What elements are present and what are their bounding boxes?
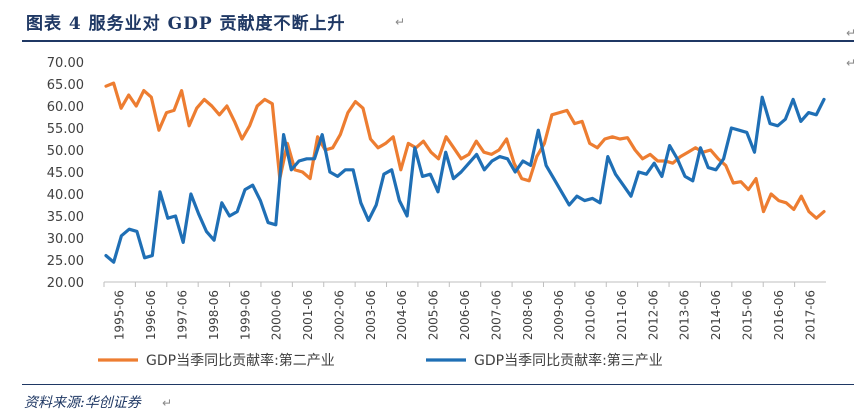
paragraph-mark-icon: ↵ xyxy=(162,396,173,410)
x-tick-label: 2013-06 xyxy=(678,290,692,340)
x-tick-label: 2017-06 xyxy=(803,290,817,340)
x-tick-label: 2007-06 xyxy=(489,290,503,340)
x-tick-label: 2009-06 xyxy=(552,290,566,340)
y-tick-label: 70.00 xyxy=(47,56,84,71)
x-tick-label: 2012-06 xyxy=(646,290,660,340)
title-divider xyxy=(22,40,854,42)
series-line-2 xyxy=(104,95,826,264)
legend-label-2: GDP当季同比贡献率:第三产业 xyxy=(474,352,663,369)
x-tick-label: 1996-06 xyxy=(144,290,158,340)
x-tick-label: 2005-06 xyxy=(427,290,441,340)
x-tick-label: 2008-06 xyxy=(521,290,535,340)
line-chart: 70.00 65.00 60.00 55.00 50.00 45.00 40.00 35.00… xyxy=(47,56,826,369)
figure-title: 图表 4 服务业对 GDP 贡献度不断上升 xyxy=(26,14,346,34)
series-line-1 xyxy=(104,81,826,220)
x-tick-label: 2010-06 xyxy=(584,290,598,340)
paragraph-mark-icon: ↵ xyxy=(846,56,857,70)
legend-label-1: GDP当季同比贡献率:第二产业 xyxy=(146,352,335,369)
x-tick-label: 2004-06 xyxy=(395,290,409,340)
x-tick-label: 2006-06 xyxy=(458,290,472,340)
x-tick-label: 2014-06 xyxy=(709,290,723,340)
source-row: 资料来源:华创证券 ↵ xyxy=(0,384,864,416)
x-tick-label: 2002-06 xyxy=(332,290,346,340)
paragraph-mark-icon: ↵ xyxy=(846,26,857,40)
x-tick-label: 1998-06 xyxy=(207,290,221,340)
y-tick-label: 45.00 xyxy=(47,166,84,181)
x-tick-label: 2001-06 xyxy=(301,290,315,340)
x-tick-label: 2011-06 xyxy=(615,290,629,340)
y-tick-label: 35.00 xyxy=(47,210,84,225)
x-tick-label: 2003-06 xyxy=(364,290,378,340)
y-tick-label: 60.00 xyxy=(47,100,84,115)
y-tick-label: 30.00 xyxy=(47,232,84,247)
paragraph-mark-icon: ↵ xyxy=(395,15,406,29)
y-tick-label: 25.00 xyxy=(47,254,84,269)
chart-area: 70.00 65.00 60.00 55.00 50.00 45.00 40.00 35.00… xyxy=(22,44,854,380)
figure-title-row: 图表 4 服务业对 GDP 贡献度不断上升 ↵ ↵ xyxy=(0,0,864,42)
source-divider xyxy=(22,384,854,385)
x-tick-label: 1995-06 xyxy=(113,290,127,340)
y-tick-label: 40.00 xyxy=(47,188,84,203)
y-tick-label: 55.00 xyxy=(47,122,84,137)
source-note: 资料来源:华创证券 xyxy=(24,395,141,411)
y-tick-label: 50.00 xyxy=(47,144,84,159)
x-tick-label: 1997-06 xyxy=(175,290,189,340)
x-tick-label: 2016-06 xyxy=(772,290,786,340)
y-tick-label: 65.00 xyxy=(47,78,84,93)
y-tick-label: 20.00 xyxy=(47,276,84,291)
x-tick-label: 1999-06 xyxy=(238,290,252,340)
x-tick-label: 2015-06 xyxy=(741,290,755,340)
x-tick-label: 2000-06 xyxy=(270,290,284,340)
